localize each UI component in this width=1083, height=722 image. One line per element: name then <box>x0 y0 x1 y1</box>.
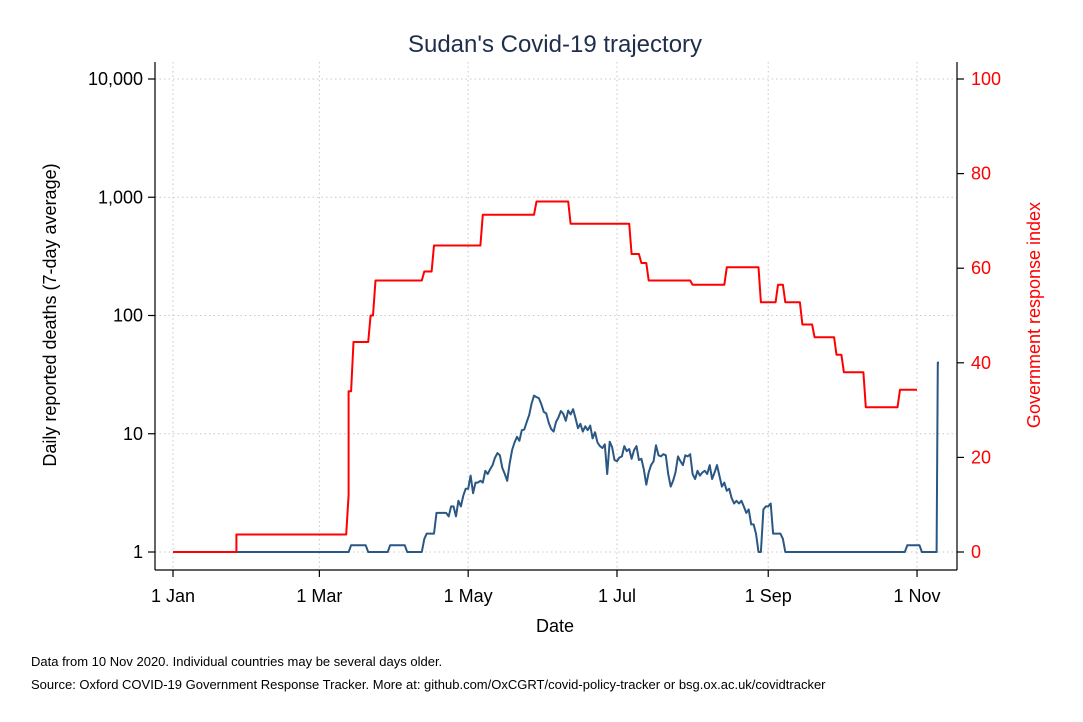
x-tick-label: 1 Sep <box>745 586 792 606</box>
grid-lines <box>155 62 957 570</box>
x-tick-label: 1 Nov <box>894 586 941 606</box>
y-right-tick-label: 80 <box>971 164 991 184</box>
y-left-tick-label: 10,000 <box>88 69 143 89</box>
y-right-tick-label: 40 <box>971 353 991 373</box>
y-right-tick-label: 20 <box>971 447 991 467</box>
tick-labels: 1 10 100 1,000 10,000 0 20 40 60 80 100 1 Jan 1 Mar 1… <box>88 69 1001 606</box>
footnote-data-date: Data from 10 Nov 2020. Individual countr… <box>31 654 443 669</box>
y-left-tick-label: 1 <box>133 542 143 562</box>
y-left-tick-label: 1,000 <box>98 187 143 207</box>
y-axis-right-label: Government response index <box>1024 202 1044 428</box>
y-right-tick-label: 0 <box>971 542 981 562</box>
footnote-source: Source: Oxford COVID-19 Government Respo… <box>31 677 826 692</box>
y-right-tick-label: 100 <box>971 69 1001 89</box>
y-left-tick-label: 100 <box>113 306 143 326</box>
series-line-response-index <box>173 200 917 553</box>
x-tick-label: 1 Mar <box>296 586 342 606</box>
y-axis-left-label: Daily reported deaths (7-day average) <box>40 163 60 466</box>
series-lines <box>173 200 939 553</box>
y-left-tick-label: 10 <box>123 424 143 444</box>
chart-svg: Sudan's Covid-19 trajectory 1101001,0001… <box>40 31 1044 636</box>
x-tick-label: 1 Jan <box>151 586 195 606</box>
x-axis-label: Date <box>536 616 574 636</box>
series-line-deaths <box>173 361 939 553</box>
x-tick-label: 1 Jul <box>598 586 636 606</box>
y-right-tick-label: 60 <box>971 258 991 278</box>
axes <box>148 62 964 577</box>
x-tick-label: 1 May <box>444 586 493 606</box>
chart-title: Sudan's Covid-19 trajectory <box>408 31 702 58</box>
